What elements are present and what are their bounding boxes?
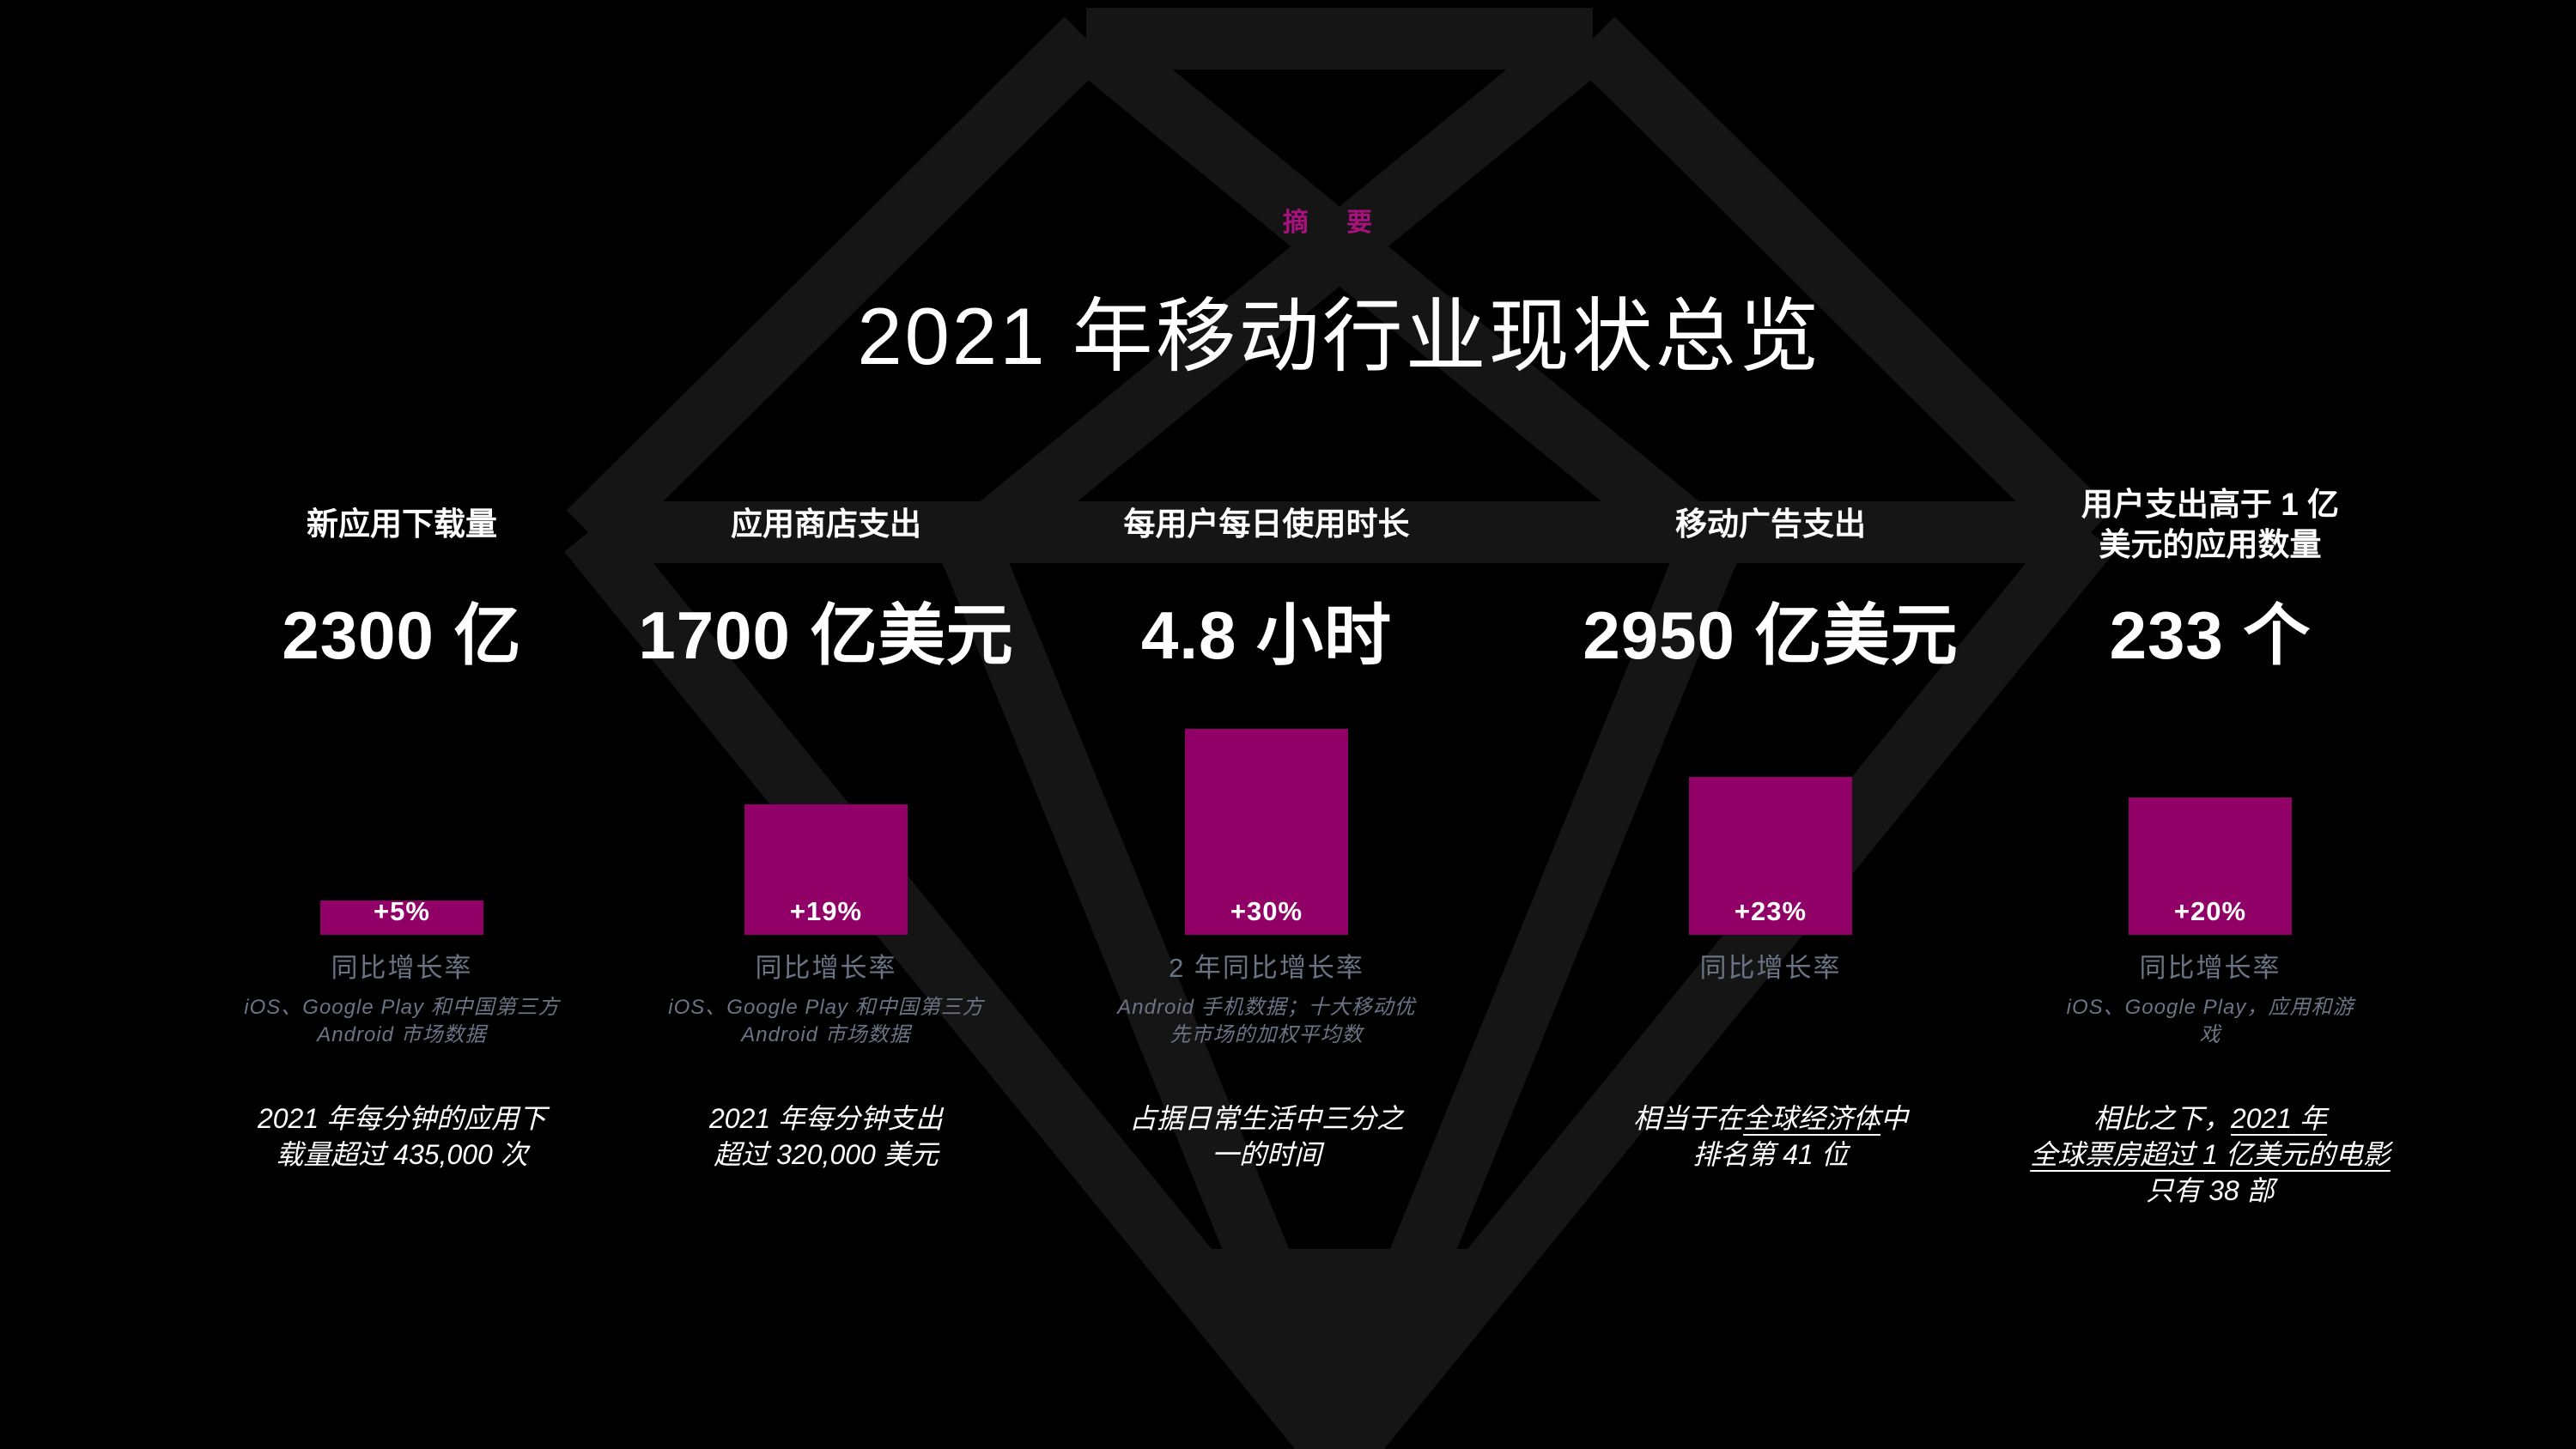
- footnote-underlined-text: 全球经济体: [1742, 1103, 1880, 1134]
- footnote-text: 排名第 41 位: [1692, 1139, 1849, 1171]
- stat-header: 每用户每日使用时长: [1043, 476, 1490, 573]
- footnote-text: 一的时间: [1211, 1139, 1321, 1171]
- footnote-text: 载量超过 435,000 次: [276, 1139, 528, 1171]
- stat-footnote: 2021 年每分钟支出 超过 320,000 美元: [586, 1100, 1066, 1173]
- footnote-text: 超过 320,000 美元: [714, 1139, 939, 1171]
- growth-bar: +23%: [1689, 777, 1852, 935]
- growth-period-label: 2 年同比增长率: [1169, 953, 1364, 983]
- stat-header: 用户支出高于 1 亿美元的应用数量: [1987, 476, 2433, 573]
- growth-bar-label: +23%: [1734, 896, 1807, 926]
- footnote-text: 占据日常生活中三分之: [1128, 1103, 1404, 1134]
- source-note-line: iOS、Google Play，应用和游: [2066, 996, 2354, 1019]
- stat-column-app-store-spend: 应用商店支出 1700 亿美元 +19% 同比增长率 iOS、Google Pl…: [603, 0, 1049, 1449]
- footnote-text: 只有 38 部: [2146, 1175, 2275, 1207]
- source-note-line: 先市场的加权平均数: [1170, 1022, 1364, 1046]
- source-note-line: Android 市场数据: [317, 1022, 487, 1046]
- source-note-line: iOS、Google Play 和中国第三方: [244, 996, 560, 1019]
- stat-footnote: 占据日常生活中三分之 一的时间: [1026, 1100, 1507, 1173]
- footnote-text: 相比之下，: [2093, 1103, 2231, 1134]
- stat-header-text: 每用户每日使用时长: [1123, 506, 1410, 543]
- growth-bar: +30%: [1185, 729, 1348, 935]
- footnote-text: 2021 年每分钟支出: [708, 1103, 944, 1134]
- footnote-underlined-text: 全球票房超过 1 亿美元的电影: [2030, 1139, 2391, 1171]
- source-note-line: Android 手机数据；十大移动优: [1117, 996, 1416, 1019]
- source-note: Android 手机数据；十大移动优 先市场的加权平均数: [1043, 994, 1490, 1049]
- growth-bar-label: +30%: [1230, 896, 1303, 926]
- source-note-line: Android 市场数据: [741, 1022, 911, 1046]
- growth-bar-label: +20%: [2173, 896, 2247, 926]
- source-note-line: 戏: [2199, 1022, 2221, 1046]
- stat-header-text: 应用商店支出: [731, 506, 921, 543]
- stat-value: 2950 亿美元: [1583, 597, 1959, 673]
- footnote-text: 中: [1880, 1103, 1909, 1134]
- stat-footnote: 相比之下，2021 年 全球票房超过 1 亿美元的电影 只有 38 部: [1970, 1100, 2451, 1210]
- growth-period-label: 同比增长率: [1699, 953, 1842, 983]
- growth-period-label: 同比增长率: [755, 953, 897, 983]
- growth-period-label: 同比增长率: [331, 953, 473, 983]
- growth-bar: +20%: [2129, 797, 2292, 935]
- stat-value: 233 个: [2109, 597, 2312, 673]
- stat-header-text: 移动广告支出: [1675, 506, 1866, 543]
- growth-period-label: 同比增长率: [2139, 953, 2281, 983]
- stat-header: 移动广告支出: [1547, 476, 1994, 573]
- footnote-text: 相当于在: [1632, 1103, 1743, 1134]
- stat-header-text: 新应用下载量: [307, 506, 497, 543]
- page-title: 2021 年移动行业现状总览: [857, 291, 1822, 381]
- growth-bar: +19%: [744, 804, 908, 935]
- stat-value: 1700 亿美元: [638, 597, 1014, 673]
- stat-header: 新应用下载量: [179, 476, 625, 573]
- stat-column-mobile-ad-spend: 移动广告支出 2950 亿美元 +23% 同比增长率 相当于在全球经济体中 排名…: [1547, 0, 1994, 1449]
- stat-header-text: 用户支出高于 1 亿美元的应用数量: [2081, 484, 2339, 566]
- source-note: iOS、Google Play，应用和游 戏: [1987, 994, 2433, 1049]
- stat-header-line: 用户支出高于 1 亿: [2081, 486, 2340, 522]
- stat-value: 2300 亿: [282, 597, 522, 673]
- growth-bar: +5%: [320, 896, 483, 935]
- stat-column-apps-over-100m: 用户支出高于 1 亿美元的应用数量 233 个 +20% 同比增长率 iOS、G…: [1987, 0, 2433, 1449]
- growth-bar-label: +5%: [374, 896, 430, 926]
- source-note: iOS、Google Play 和中国第三方 Android 市场数据: [179, 994, 625, 1049]
- footnote-underlined-text: 2021 年: [2230, 1103, 2328, 1134]
- eyebrow-label: 摘 要: [1282, 209, 1388, 237]
- footnote-text: 2021 年每分钟的应用下: [257, 1103, 547, 1134]
- stat-column-daily-time-per-user: 每用户每日使用时长 4.8 小时 +30% 2 年同比增长率 Android 手…: [1043, 0, 1490, 1449]
- source-note-line: iOS、Google Play 和中国第三方: [668, 996, 984, 1019]
- stat-value: 4.8 小时: [1140, 597, 1393, 673]
- source-note: iOS、Google Play 和中国第三方 Android 市场数据: [603, 994, 1049, 1049]
- stat-header: 应用商店支出: [603, 476, 1049, 573]
- stat-footnote: 2021 年每分钟的应用下 载量超过 435,000 次: [161, 1100, 642, 1173]
- stat-footnote: 相当于在全球经济体中 排名第 41 位: [1530, 1100, 2011, 1173]
- stat-header-line: 美元的应用数量: [2099, 527, 2322, 562]
- growth-bar-label: +19%: [789, 896, 863, 926]
- stat-column-new-app-downloads: 新应用下载量 2300 亿 +5% 同比增长率 iOS、Google Play …: [179, 0, 625, 1449]
